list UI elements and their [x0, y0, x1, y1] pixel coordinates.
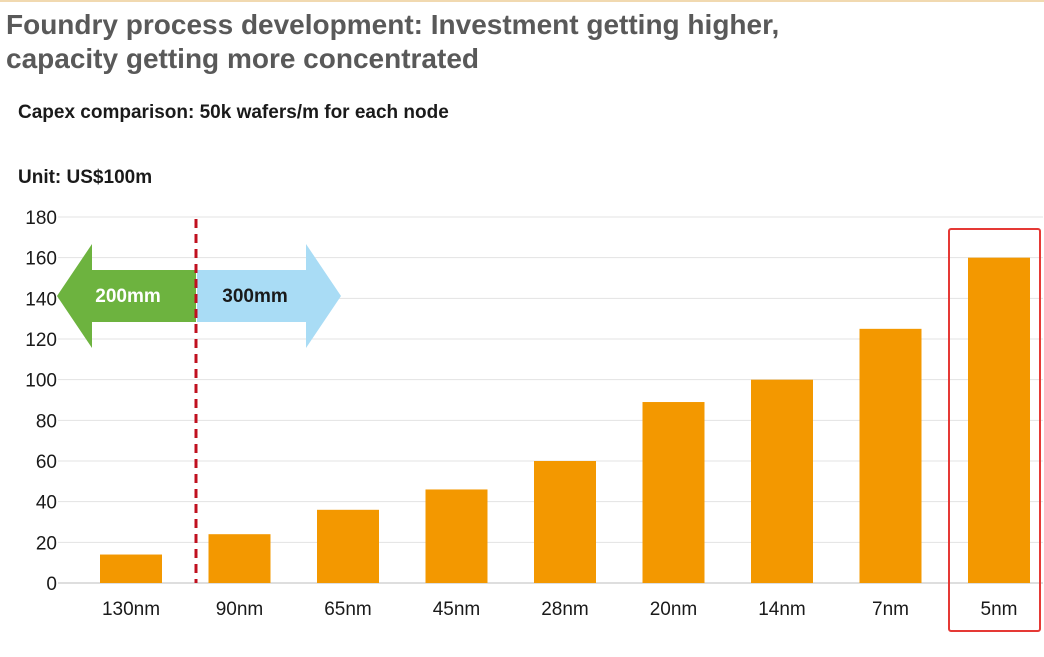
y-tick-label: 120: [25, 330, 57, 351]
200mm-label: 200mm: [95, 286, 161, 307]
x-tick-label-45nm: 45nm: [433, 599, 481, 620]
y-tick-label: 180: [25, 208, 57, 229]
y-tick-label: 0: [46, 574, 57, 595]
300mm-arrow: [197, 244, 341, 348]
headline-line-2: capacity getting more concentrated: [6, 43, 480, 74]
top-rule: [0, 0, 1044, 2]
x-tick-label-65nm: 65nm: [324, 599, 372, 620]
y-tick-label: 60: [36, 452, 57, 473]
y-tick-label: 160: [25, 249, 57, 270]
y-tick-label: 100: [25, 371, 57, 392]
annotations: 200mm 300mm: [57, 219, 341, 583]
y-tick-label: 40: [36, 493, 57, 514]
x-tick-label-14nm: 14nm: [758, 599, 806, 620]
x-tick-label-20nm: 20nm: [650, 599, 698, 620]
200mm-arrow: [57, 244, 196, 348]
bars: [100, 257, 1030, 583]
y-tick-label: 80: [36, 411, 57, 432]
bar-14nm: [751, 379, 813, 583]
x-tick-label-7nm: 7nm: [872, 599, 909, 620]
x-tick-label-130nm: 130nm: [102, 599, 160, 620]
bar-20nm: [642, 402, 705, 583]
x-tick-label-90nm: 90nm: [216, 599, 264, 620]
chart-title: Capex comparison: 50k wafers/m for each …: [18, 102, 449, 123]
y-tick-label: 20: [36, 533, 57, 554]
x-tick-label-28nm: 28nm: [541, 599, 589, 620]
bar-65nm: [317, 509, 379, 583]
bar-45nm: [425, 489, 488, 583]
unit-label: Unit: US$100m: [18, 167, 153, 188]
headline-line-1: Foundry process development: Investment …: [6, 9, 780, 40]
x-tick-label-5nm: 5nm: [981, 599, 1018, 620]
bar-5nm: [968, 257, 1030, 583]
bar-130nm: [100, 554, 162, 583]
bar-90nm: [208, 534, 271, 583]
bar-7nm: [859, 328, 922, 583]
y-axis-ticks: 0 20 40 60 80 100 120 140 160 180: [25, 208, 57, 595]
5nm-highlight-box: [948, 228, 1041, 632]
headline: Foundry process development: Investment …: [6, 8, 1026, 76]
y-tick-label: 140: [25, 289, 57, 310]
300mm-label: 300mm: [222, 286, 288, 307]
x-axis-ticks: 130nm 90nm 65nm 45nm 28nm 20nm 14nm 7nm 5nm: [102, 599, 1018, 620]
bar-28nm: [534, 461, 596, 583]
